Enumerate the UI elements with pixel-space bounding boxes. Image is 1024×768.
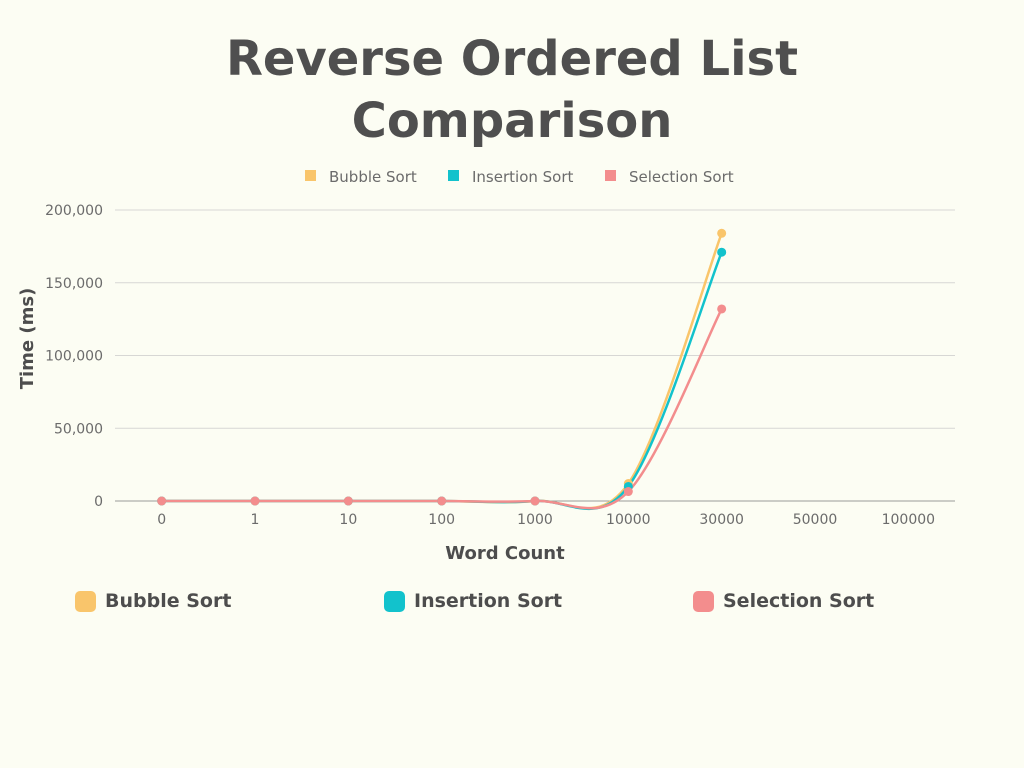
x-tick-label: 1000 <box>517 512 553 528</box>
chart-title-line-2: Comparison <box>351 93 673 149</box>
bottom-legend-item-selection: Selection Sort <box>693 590 874 612</box>
x-tick-label: 100 <box>428 512 455 528</box>
data-point-2-2 <box>343 496 353 506</box>
bottom-legend-label-insertion: Insertion Sort <box>414 590 563 612</box>
data-point-2-3 <box>437 496 447 506</box>
bottom-legend-item-insertion: Insertion Sort <box>384 590 562 612</box>
series-line-1 <box>161 251 723 511</box>
top-legend-swatch-2 <box>605 170 616 181</box>
top-legend-swatch-1 <box>448 170 459 181</box>
data-point-1-6 <box>717 247 727 257</box>
y-tick-label: 0 <box>94 494 103 510</box>
y-tick-label: 100,000 <box>45 349 103 365</box>
data-point-2-1 <box>250 496 260 506</box>
bottom-legend-label-selection: Selection Sort <box>723 590 875 612</box>
data-point-2-4 <box>530 496 540 506</box>
bottom-legend-label-bubble: Bubble Sort <box>105 590 232 612</box>
bottom-legend-swatch-bubble <box>75 590 96 612</box>
y-tick-label: 150,000 <box>45 276 103 292</box>
bottom-legend: Bubble Sort Insertion Sort Selection Sor… <box>0 590 1024 620</box>
x-axis-label: Word Count <box>445 543 565 564</box>
y-axis-label: Time (ms) <box>17 288 38 390</box>
y-tick-label: 50,000 <box>54 421 103 437</box>
x-tick-label: 10000 <box>606 512 651 528</box>
series-line-2 <box>161 308 723 510</box>
top-legend-label-1: Insertion Sort <box>472 168 574 186</box>
data-point-2-5 <box>623 487 633 497</box>
x-tick-label: 50000 <box>793 512 838 528</box>
y-tick-label: 200,000 <box>45 203 103 219</box>
data-point-2-0 <box>157 496 167 506</box>
x-tick-label: 10 <box>339 512 357 528</box>
x-tick-label: 30000 <box>699 512 744 528</box>
bottom-legend-swatch-insertion <box>384 590 405 612</box>
series-line-0 <box>161 232 723 510</box>
top-legend-label-2: Selection Sort <box>629 168 734 186</box>
x-tick-label: 1 <box>251 512 260 528</box>
x-tick-label: 0 <box>157 512 166 528</box>
bottom-legend-swatch-selection <box>693 590 714 612</box>
bottom-legend-item-bubble: Bubble Sort <box>75 590 231 612</box>
chart-title: Reverse Ordered List Comparison <box>0 28 1024 152</box>
top-legend-label-0: Bubble Sort <box>329 168 417 186</box>
data-point-2-6 <box>717 304 727 314</box>
top-legend-swatch-0 <box>305 170 316 181</box>
data-point-0-6 <box>717 228 727 238</box>
x-tick-label: 100000 <box>882 512 935 528</box>
chart-title-line-1: Reverse Ordered List <box>225 31 799 87</box>
